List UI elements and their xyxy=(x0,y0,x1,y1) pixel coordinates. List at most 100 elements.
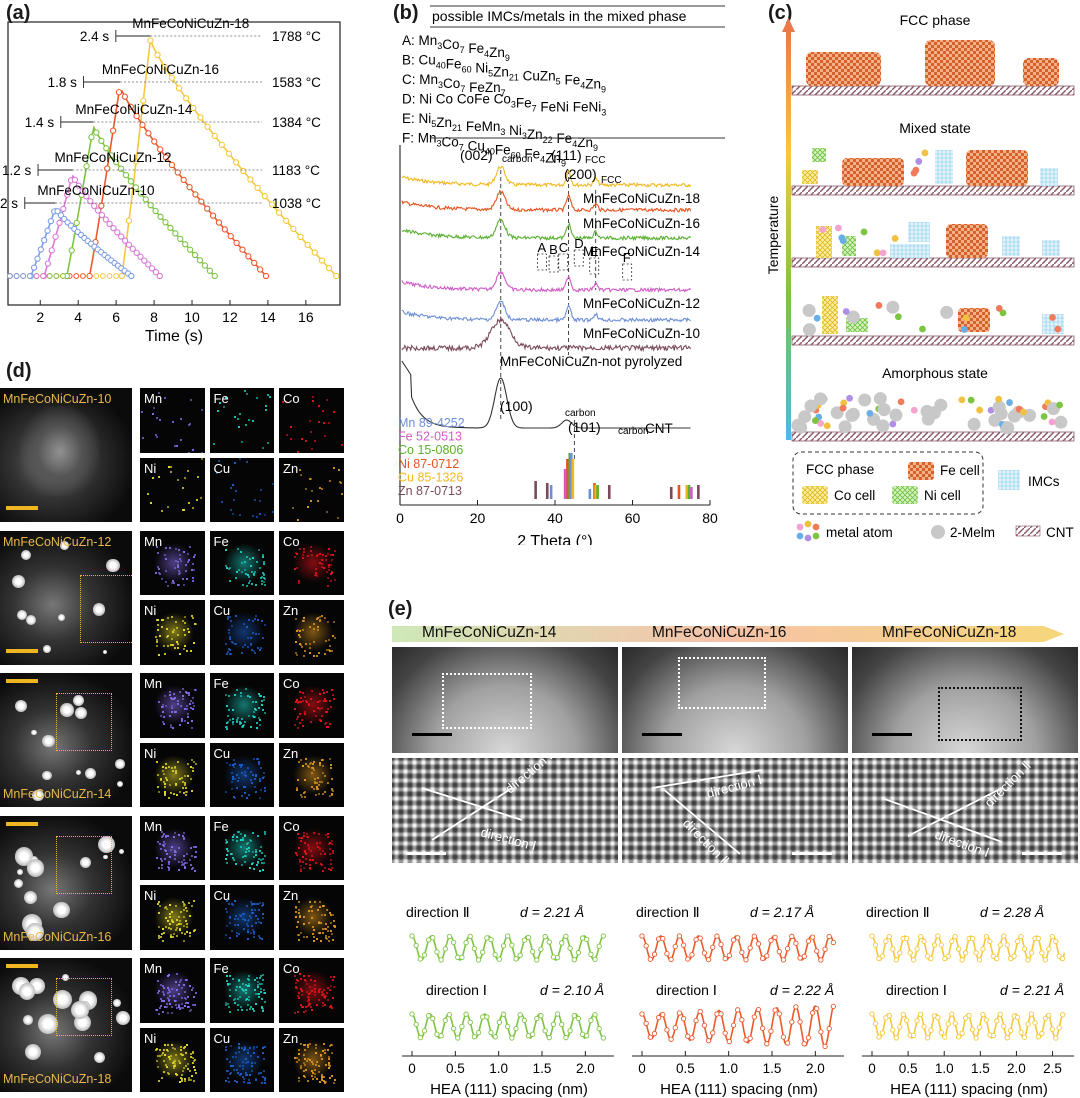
eds-signal-dot xyxy=(194,928,197,931)
xrd-trace xyxy=(401,300,691,324)
eds-signal-dot xyxy=(186,931,189,934)
eds-signal-dot xyxy=(224,725,227,728)
profile-marker xyxy=(914,1018,920,1024)
peak-101: (101) xyxy=(568,419,601,435)
eds-signal-dot xyxy=(326,511,329,514)
sem-particle xyxy=(25,1044,42,1061)
eds-signal-dot xyxy=(324,723,327,726)
eds-signal-dot xyxy=(196,499,199,502)
eds-signal-dot xyxy=(312,654,315,657)
eds-signal-dot xyxy=(227,1005,230,1008)
phase-box-letter: A xyxy=(537,240,546,255)
eds-signal-dot xyxy=(332,467,335,470)
scale-bar xyxy=(642,733,682,736)
panel-d-eds-maps: MnFeCoNiCuZn-10 Mn Fe Co Ni Cu Zn MnFeCoNiCuZn-… xyxy=(0,388,350,1094)
profile-marker xyxy=(421,952,428,958)
eds-signal-dot xyxy=(294,651,297,654)
metal-atom xyxy=(999,309,1007,317)
eds-signal-dot xyxy=(340,482,343,485)
eds-signal-dot xyxy=(191,1004,194,1007)
phase-box xyxy=(589,257,600,275)
metal-atom xyxy=(958,396,966,404)
profile-marker xyxy=(647,956,653,962)
eds-signal-dot xyxy=(300,793,303,796)
metal-atom xyxy=(960,326,968,333)
profile-marker xyxy=(956,1034,962,1040)
profile-marker xyxy=(496,956,503,962)
eds-signal-dot xyxy=(304,1009,307,1012)
profile-tick-label: 1.0 xyxy=(489,1061,508,1076)
eds-element-label: Cu xyxy=(213,745,231,761)
eds-signal-dot xyxy=(284,464,287,467)
profile-marker xyxy=(1039,1030,1045,1037)
eds-element-label: Ni xyxy=(144,745,157,761)
eds-signal-dot xyxy=(262,861,265,864)
profile-marker xyxy=(776,1011,782,1017)
melm-molecule xyxy=(994,407,1008,421)
scale-bar xyxy=(792,852,832,855)
profile-marker xyxy=(869,1011,875,1017)
eds-signal-dot xyxy=(259,975,262,978)
eds-signal-glow xyxy=(154,827,194,868)
profile-marker xyxy=(492,952,498,958)
eds-signal-dot xyxy=(329,758,332,761)
eds-signal-dot xyxy=(326,399,329,402)
eds-element-label: Cu xyxy=(213,1030,231,1046)
hrtem-overview-image xyxy=(852,647,1078,753)
eds-signal-glow xyxy=(154,685,194,725)
profile-marker xyxy=(417,956,423,962)
eds-map-tile: Fe xyxy=(209,958,274,1023)
eds-map-tile: Zn xyxy=(279,885,344,950)
profile-marker xyxy=(413,1021,419,1028)
curve-temp-label: 1038 °C xyxy=(272,196,321,211)
legend-atom-dot xyxy=(796,532,804,540)
eds-signal-dot xyxy=(326,577,329,580)
melm-molecule xyxy=(814,392,828,406)
curve-temp-label: 1788 °C xyxy=(272,29,321,44)
profile-marker xyxy=(805,938,812,944)
profile-marker xyxy=(534,957,540,963)
eds-signal-dot xyxy=(322,1075,325,1078)
profile-marker xyxy=(814,1005,820,1012)
eds-signal-dot xyxy=(262,698,265,701)
profile-marker xyxy=(764,953,770,959)
profile-marker xyxy=(668,956,674,963)
profile-marker xyxy=(814,948,820,954)
eds-signal-dot xyxy=(155,416,158,419)
eds-signal-dot xyxy=(307,506,310,509)
profile-marker xyxy=(886,934,892,940)
profile-marker xyxy=(430,935,436,941)
fe-cell xyxy=(1023,58,1059,86)
profile-marker xyxy=(809,1010,816,1016)
xrd-trace xyxy=(401,270,692,294)
profile-marker xyxy=(409,1011,415,1017)
temperature-label: Temperature xyxy=(765,195,781,274)
profile-marker xyxy=(784,1040,791,1046)
eds-signal-dot xyxy=(246,1082,249,1085)
profile-marker xyxy=(917,1011,924,1018)
profile-marker xyxy=(525,934,532,941)
eds-signal-dot xyxy=(231,512,234,515)
eds-signal-dot xyxy=(262,902,264,905)
eds-signal-dot xyxy=(289,425,292,428)
eds-signal-dot xyxy=(190,789,193,792)
profile-xlabel: HEA (111) spacing (nm) xyxy=(660,1081,818,1098)
eds-signal-dot xyxy=(190,720,193,723)
profile-marker xyxy=(542,1028,548,1034)
eds-signal-dot xyxy=(263,513,266,516)
eds-signal-dot xyxy=(260,580,263,583)
eds-signal-dot xyxy=(255,726,258,729)
eds-signal-dot xyxy=(158,790,161,793)
panel-a-tick-label: 12 xyxy=(222,309,238,325)
eds-element-label: Mn xyxy=(144,533,163,549)
peak-carbon2: carbon xyxy=(565,408,596,419)
profile-marker xyxy=(768,1028,774,1034)
sem-particle xyxy=(119,849,124,854)
profile-marker xyxy=(584,1033,590,1039)
metal-atom xyxy=(891,235,899,242)
legend-melm-dot xyxy=(931,525,945,539)
eds-signal-dot xyxy=(267,441,270,444)
eds-signal-dot xyxy=(313,936,316,939)
eds-map-tile: Mn xyxy=(140,958,205,1023)
profile-marker xyxy=(949,1011,955,1017)
